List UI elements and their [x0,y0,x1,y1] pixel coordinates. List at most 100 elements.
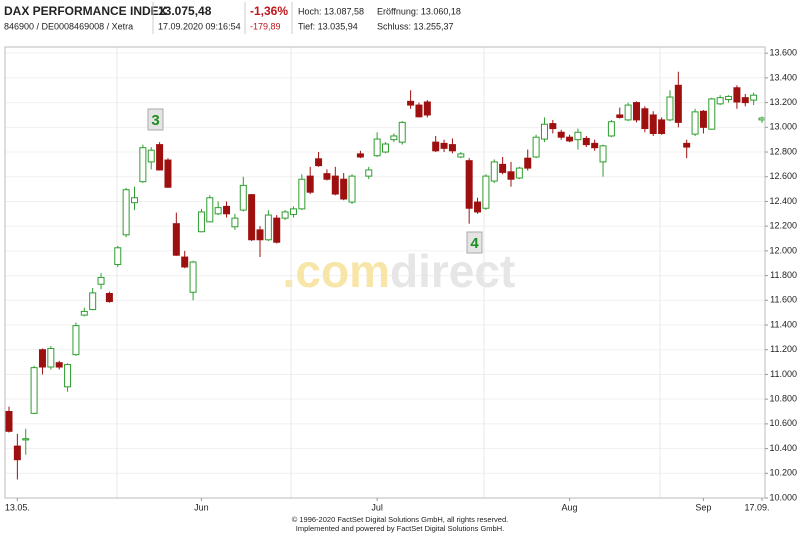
candle-body [524,157,532,169]
candle-body [64,364,72,388]
x-tick-label: Jun [194,502,209,512]
candle-body [273,217,281,243]
candle-body [189,261,197,293]
candle-body [666,96,674,121]
candle-body [114,247,122,265]
candle-body [591,142,599,149]
candle-body [306,175,314,193]
y-tick-label: 12.800 [769,146,797,156]
candle-body [390,135,398,141]
candle-body [239,184,247,211]
candle-body [582,137,590,146]
y-tick-label: 13.400 [769,72,797,82]
y-tick-label: 13.600 [769,48,797,58]
candle-body [607,121,615,137]
day-open: Eröffnung: 13.060,18 [377,6,461,16]
candle-body [407,100,415,106]
candle-body [733,87,741,103]
candle-body [532,136,540,158]
annotation-box [147,108,164,131]
timestamp: 17.09.2020 09:16:54 [158,21,241,31]
prev-close: Schluss: 13.255,37 [377,21,454,31]
candle-body [47,347,55,368]
footer: © 1996-2020 FactSet Digital Solutions Gm… [292,515,508,524]
watermark: direct [390,245,515,297]
candle-body [716,97,724,105]
candle-body [256,229,264,241]
candle-body [448,144,456,152]
candle-body [490,161,498,182]
candle-body [540,123,548,140]
annotation: 3 [151,112,159,129]
annotation-box [466,231,483,254]
candle-body [549,123,557,130]
candle-body [741,97,749,104]
x-tick-label: 17.09. [744,502,769,512]
y-tick-label: 12.200 [769,221,797,231]
candle-body [557,131,565,138]
y-tick-label: 10.200 [769,468,797,478]
candle-body [356,153,364,158]
y-tick-label: 10.400 [769,443,797,453]
candle-body [164,159,172,188]
candle-body [331,175,339,195]
footer: Implemented and powered by FactSet Digit… [296,524,504,533]
y-tick-label: 11.400 [770,319,797,329]
candle-body [139,147,147,183]
candle-body [197,211,205,233]
candle-body [264,214,272,241]
price: 13.075,48 [158,4,212,18]
y-tick-label: 11.800 [770,270,797,280]
candle-body [674,84,682,123]
y-tick-label: 12.000 [769,245,797,255]
candle-body [566,136,574,142]
candle-body [474,201,482,213]
candle-body [574,131,582,141]
candle-body [231,217,239,228]
candle-body [5,411,13,432]
y-tick-label: 12.600 [769,171,797,181]
candle-body [13,445,21,461]
candle-body [131,197,138,204]
candle-body [440,142,448,149]
y-tick-label: 11.000 [770,369,797,379]
day-low: Tief: 13.035,94 [298,21,358,31]
candle-body [80,310,88,316]
candle-body [72,325,80,356]
candle-body [97,276,105,285]
candle-body [683,142,691,148]
candle-body [382,143,389,153]
candle-body [323,173,331,180]
candle-body [105,293,113,303]
candle-body [147,149,155,163]
candle-body [465,160,473,209]
candle-body [348,175,356,203]
change-pct: -1,36% [250,4,288,18]
change-abs: -179,89 [250,21,281,31]
y-tick-label: 13.200 [769,97,797,107]
candle-body [499,163,507,173]
candle-body [515,167,523,179]
y-tick-label: 12.400 [769,196,797,206]
candle-body [507,171,515,180]
x-tick-label: Sep [695,502,711,512]
subtitle: 846900 / DE0008469008 / Xetra [4,21,133,31]
candle-body [89,292,97,311]
candle-body [315,158,323,167]
candle-body [758,117,766,121]
y-tick-label: 10.600 [769,418,797,428]
candle-body [340,178,348,200]
candle-body [641,108,649,130]
candle-body [423,101,431,116]
annotation: 4 [470,235,479,252]
y-tick-label: 10.000 [769,492,797,502]
candle-body [649,114,657,134]
x-tick-label: 13.05. [5,502,30,512]
candle-body [658,119,666,134]
day-high: Hoch: 13.087,58 [298,6,364,16]
candle-body [482,175,490,209]
y-tick-label: 11.200 [770,344,797,354]
candle-body [122,189,130,236]
candle-body [624,104,632,121]
